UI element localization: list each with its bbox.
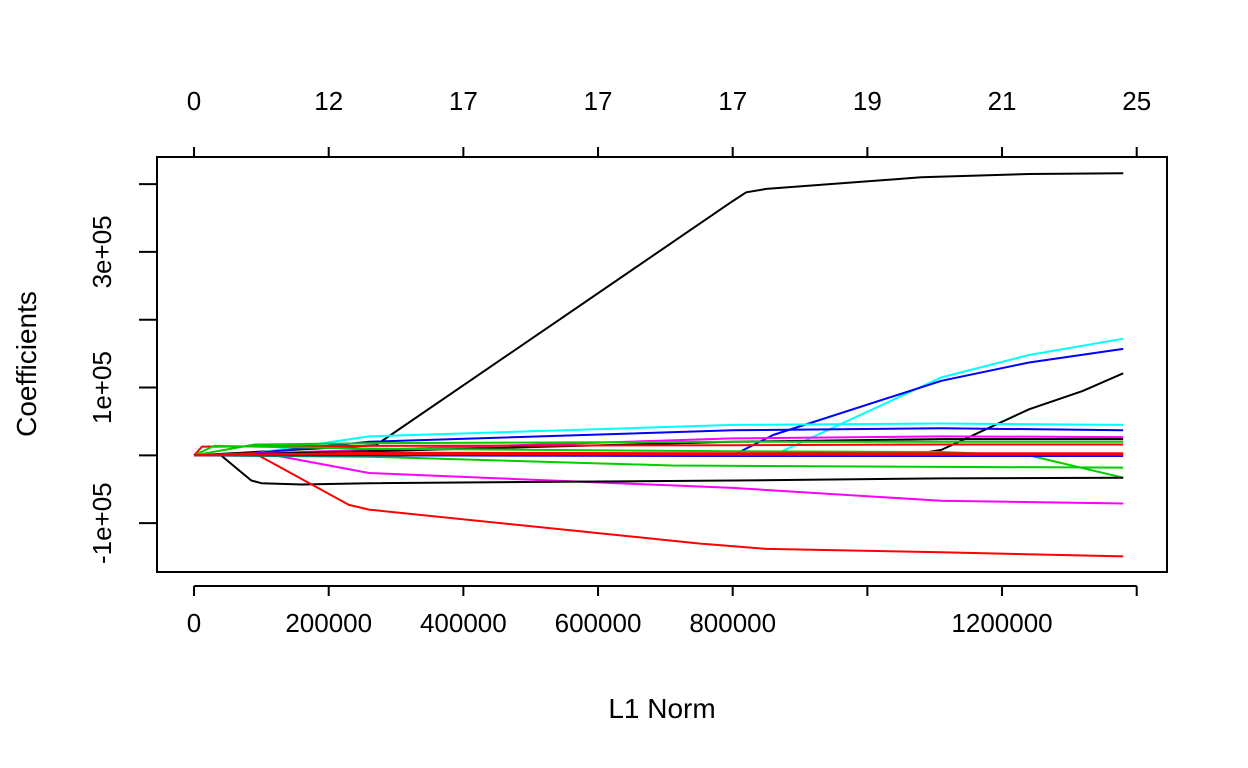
top-tick-label: 17	[449, 86, 478, 116]
top-tick-label: 17	[718, 86, 747, 116]
top-tick-label: 21	[988, 86, 1017, 116]
axis-layer: 0 200000 400000 600000 800000 1200000 0 12 17 17 1…	[87, 86, 1151, 638]
top-tick-label: 0	[187, 86, 201, 116]
x-tick-label: 0	[187, 608, 201, 638]
y-axis-title: Coefficients	[11, 291, 42, 437]
coefficient-path-1	[193, 172, 1124, 457]
x-tick-label: 600000	[555, 608, 642, 638]
x-axis-title: L1 Norm	[608, 693, 715, 724]
series-layer	[193, 172, 1124, 558]
x-tick-label: 800000	[689, 608, 776, 638]
x-tick-label: 1200000	[951, 608, 1052, 638]
y-tick-label: 3e+05	[87, 215, 117, 288]
coefficient-path-18	[193, 453, 1124, 457]
x-tick-label: 400000	[420, 608, 507, 638]
top-tick-label: 25	[1122, 86, 1151, 116]
top-tick-label: 17	[584, 86, 613, 116]
y-tick-label: 1e+05	[87, 351, 117, 424]
coefficient-path-10	[193, 443, 1124, 457]
top-tick-label: 19	[853, 86, 882, 116]
top-tick-label: 12	[314, 86, 343, 116]
x-tick-label: 200000	[285, 608, 372, 638]
y-tick-label: -1e+05	[87, 482, 117, 564]
coefficient-path-14	[194, 454, 1124, 486]
coefficient-path-15	[193, 452, 1124, 558]
